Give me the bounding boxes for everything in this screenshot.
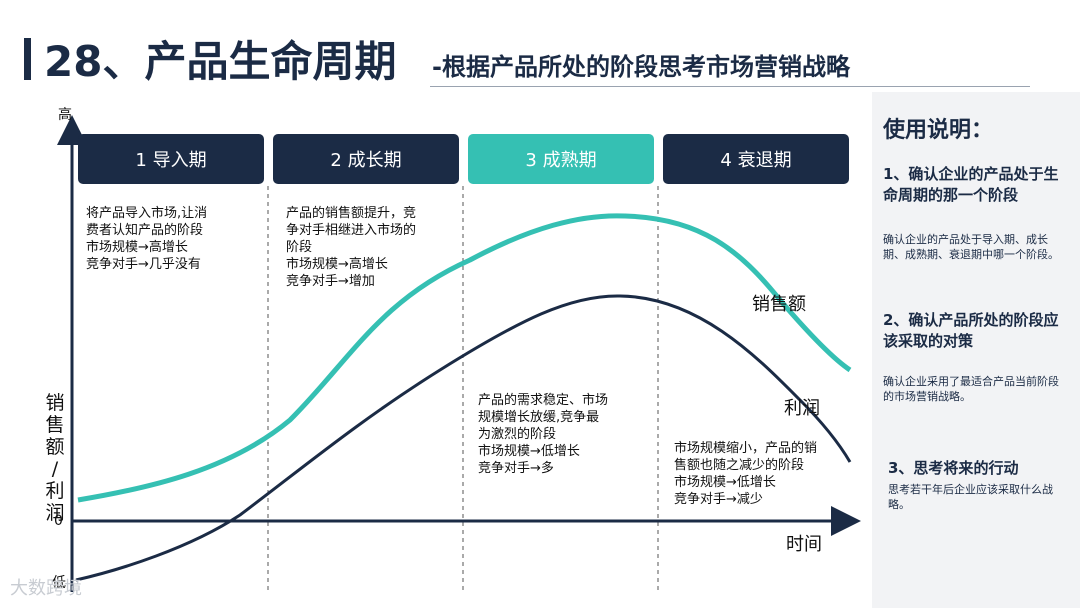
instruction-step-1-desc: 确认企业的产品处于导入期、成长期、成熟期、衰退期中哪一个阶段。 <box>883 233 1059 261</box>
y-axis-low-label: 低 <box>52 575 66 591</box>
watermark: 大数跨境 <box>10 578 82 599</box>
x-axis-title: 时间 <box>786 534 822 555</box>
instruction-step-3-desc: 思考若干年后企业应该采取什么战略。 <box>888 483 1053 511</box>
y-axis-title: 销 售 额 / 利 润 <box>45 392 65 524</box>
title-underline <box>430 86 1030 87</box>
profit-curve-label: 利润 <box>784 398 820 419</box>
page-subtitle: -根据产品所处的阶段思考市场营销战略 <box>432 53 850 81</box>
instruction-step-3-title: 3、思考将来的行动 <box>888 459 1019 477</box>
instruction-step-1-title: 1、确认企业的产品处于生命周期的那一个阶段 <box>883 165 1059 204</box>
profit-curve <box>75 294 852 582</box>
y-axis-zero-label: 0 <box>54 513 63 529</box>
sales-curve-label: 销售额 <box>752 294 806 315</box>
title-accent-bar <box>24 38 31 80</box>
sales-curve <box>77 213 852 503</box>
instruction-step-2-desc: 确认企业采用了最适合产品当前阶段的市场营销战略。 <box>883 375 1059 403</box>
page-title: 28、产品生命周期 <box>44 37 397 86</box>
stage-header-growth: 2 成长期 <box>273 134 459 184</box>
stage-description-decline: 市场规模缩小，产品的销 售额也随之减少的阶段 市场规模→低增长 竞争对手→减少 <box>674 441 818 507</box>
instructions-panel <box>872 92 1080 608</box>
y-axis-high-label: 高 <box>58 107 72 123</box>
stage-description-maturity: 产品的需求稳定、市场 规模增长放缓,竞争最 为激烈的阶段 市场规模→低增长 竞争… <box>478 393 609 476</box>
instruction-step-2-title: 2、确认产品所处的阶段应该采取的对策 <box>883 311 1059 350</box>
stage-header-decline: 4 衰退期 <box>663 134 849 184</box>
stage-description-introduction: 将产品导入市场,让消 费者认知产品的阶段 市场规模→高增长 竞争对手→几乎没有 <box>86 206 208 272</box>
stage-header-introduction: 1 导入期 <box>78 134 264 184</box>
instructions-heading: 使用说明： <box>883 118 994 143</box>
stage-description-growth: 产品的销售额提升，竞 争对手相继进入市场的 阶段 市场规模→高增长 竞争对手→增… <box>286 206 417 289</box>
stage-header-maturity: 3 成熟期 <box>468 134 654 184</box>
